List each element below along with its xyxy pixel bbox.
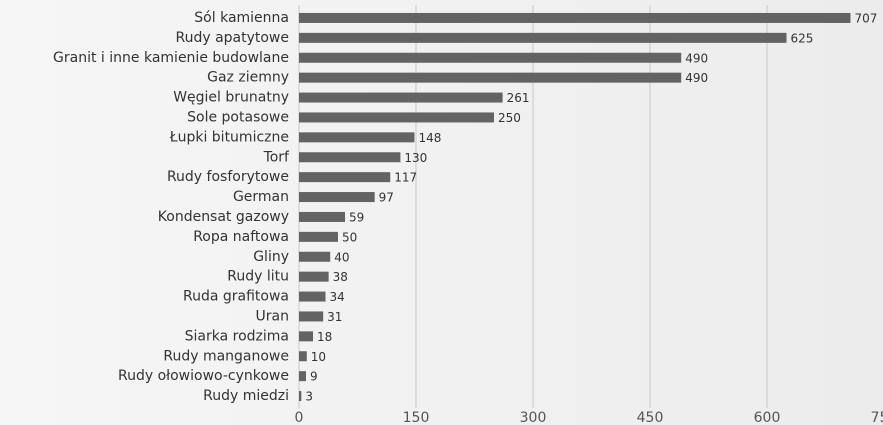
category-label: Siarka rodzima [185, 328, 289, 344]
value-label: 117 [394, 171, 417, 185]
x-tick-label: 300 [520, 410, 547, 425]
category-label: Rudy apatytowe [175, 30, 289, 46]
value-label: 97 [379, 191, 394, 205]
bar [299, 211, 346, 222]
category-label: Rudy manganowe [163, 348, 289, 364]
bar [299, 132, 415, 143]
bar [299, 12, 851, 23]
bar [299, 152, 401, 163]
category-label: Rudy fosforytowe [167, 169, 289, 185]
value-label: 50 [342, 230, 357, 244]
bar [299, 231, 338, 242]
category-label: Rudy ołowiowo-cynkowe [118, 368, 289, 384]
bar [299, 271, 329, 282]
category-label: German [233, 189, 289, 205]
value-label: 490 [685, 71, 708, 85]
value-label: 707 [854, 11, 877, 25]
value-label: 31 [327, 310, 342, 324]
value-label: 3 [305, 390, 313, 404]
bar [299, 251, 331, 262]
bar [299, 192, 375, 203]
x-tick-label: 450 [637, 410, 664, 425]
x-tick-label: 600 [754, 410, 781, 425]
value-label: 490 [685, 51, 708, 65]
bar [299, 311, 324, 322]
category-label: Uran [256, 308, 289, 324]
value-label: 18 [317, 330, 332, 344]
category-label: Ruda grafitowa [183, 289, 289, 305]
value-label: 625 [791, 31, 814, 45]
value-label: 10 [311, 350, 326, 364]
value-label: 40 [334, 250, 349, 264]
bar [299, 371, 307, 382]
x-tick-label: 0 [295, 410, 304, 425]
category-label: Sól kamienna [194, 10, 289, 26]
bar [299, 391, 302, 402]
value-label: 261 [507, 91, 530, 105]
bar [299, 72, 682, 83]
value-label: 59 [349, 210, 364, 224]
value-label: 250 [498, 111, 521, 125]
value-label: 130 [404, 151, 427, 165]
category-label: Sole potasowe [187, 109, 289, 125]
category-label: Granit i inne kamienie budowlane [53, 50, 289, 66]
category-label: Rudy litu [227, 269, 289, 285]
category-label: Rudy miedzi [203, 388, 289, 404]
bar [299, 92, 503, 103]
bar [299, 172, 391, 183]
value-label: 148 [418, 131, 441, 145]
value-label: 34 [330, 290, 345, 304]
value-label: 38 [333, 270, 348, 284]
category-label: Gliny [253, 249, 289, 265]
bar [299, 52, 682, 63]
bar [299, 351, 307, 362]
category-label: Węgiel brunatny [173, 90, 289, 106]
bar [299, 291, 326, 302]
bar [299, 32, 787, 43]
value-label: 9 [310, 370, 318, 384]
x-tick-label: 150 [403, 410, 430, 425]
bar [299, 331, 314, 342]
category-label: Torf [263, 149, 290, 165]
category-label: Kondensat gazowy [158, 209, 289, 225]
bar [299, 112, 494, 123]
category-label: Łupki bitumiczne [169, 129, 289, 145]
x-tick-label: 750 [871, 410, 883, 425]
category-label: Gaz ziemny [207, 70, 289, 86]
category-label: Ropa naftowa [193, 229, 289, 245]
